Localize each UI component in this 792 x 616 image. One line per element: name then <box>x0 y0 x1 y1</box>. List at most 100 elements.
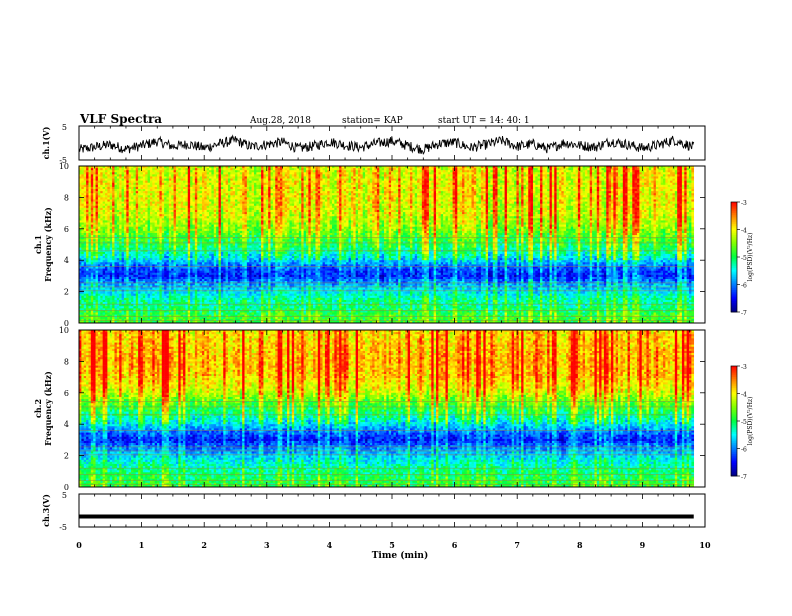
spectrogram-cell <box>460 179 463 181</box>
spectrogram-cell <box>287 199 290 201</box>
spectrogram-cell <box>535 185 538 187</box>
spectrogram-cell <box>341 199 344 201</box>
spectrogram-cell <box>339 189 342 191</box>
spectrogram-cell <box>587 174 590 176</box>
spectrogram-cell <box>509 181 512 183</box>
spectrogram-cell <box>358 172 361 174</box>
spectrogram-cell <box>145 179 148 181</box>
spectrogram-cell <box>171 170 174 172</box>
spectrogram-cell <box>497 183 500 185</box>
spectrogram-cell <box>649 193 652 195</box>
spectrogram-cell <box>266 202 269 204</box>
spectrogram-cell <box>526 168 529 170</box>
spectrogram-cell <box>479 193 482 195</box>
spectrogram-cell <box>495 202 498 204</box>
spectrogram-cell <box>351 204 354 206</box>
spectrogram-cell <box>505 174 508 176</box>
spectrogram-cell <box>691 191 694 193</box>
spectrogram-cell <box>117 174 120 176</box>
spectrogram-cell <box>630 176 633 178</box>
spectrogram-cell <box>207 195 210 197</box>
spectrogram-cell <box>256 172 259 174</box>
spectrogram-cell <box>502 168 505 170</box>
spectrogram-cell <box>299 172 302 174</box>
spectrogram-cell <box>129 168 132 170</box>
spectrogram-cell <box>382 193 385 195</box>
spectrogram-cell <box>235 172 238 174</box>
spectrogram-cell <box>500 204 503 206</box>
spectrogram-cell <box>391 189 394 191</box>
spectrogram-cell <box>306 191 309 193</box>
spectrogram-cell <box>226 179 229 181</box>
spectrogram-cell <box>441 183 444 185</box>
spectrogram-cell <box>356 168 359 170</box>
spectrogram-cell <box>103 174 106 176</box>
spectrogram-cell <box>672 189 675 191</box>
spectrogram-cell <box>445 204 448 206</box>
spectrogram-cell <box>630 172 633 174</box>
spectrogram-cell <box>346 187 349 189</box>
spectrogram-cell <box>469 174 472 176</box>
spectrogram-cell <box>159 183 162 185</box>
spectrogram-cell <box>114 174 117 176</box>
spectrogram-cell <box>533 168 536 170</box>
spectrogram-cell <box>604 195 607 197</box>
spectrogram-cell <box>467 176 470 178</box>
spectrogram-cell <box>344 174 347 176</box>
spectrogram-cell <box>431 193 434 195</box>
spectrogram-cell <box>169 170 172 172</box>
spectrogram-cell <box>493 181 496 183</box>
spectrogram-cell <box>261 185 264 187</box>
spectrogram-cell <box>360 204 363 206</box>
spectrogram-cell <box>419 187 422 189</box>
spectrogram-cell <box>401 193 404 195</box>
spectrogram-cell <box>323 187 326 189</box>
spectrogram-cell <box>467 199 470 201</box>
spectrogram-cell <box>524 204 527 206</box>
spectrogram-cell <box>112 183 115 185</box>
spectrogram-cell <box>434 193 437 195</box>
spectrogram-cell <box>687 189 690 191</box>
spectrogram-cell <box>445 197 448 199</box>
spectrogram-cell <box>545 204 548 206</box>
spectrogram-cell <box>84 191 87 193</box>
spectrogram-cell <box>370 181 373 183</box>
spectrogram-cell <box>367 202 370 204</box>
spectrogram-cell <box>152 174 155 176</box>
spectrogram-cell <box>469 193 472 195</box>
spectrogram-cell <box>661 195 664 197</box>
spectrogram-cell <box>285 187 288 189</box>
spectrogram-cell <box>396 193 399 195</box>
spectrogram-cell <box>358 195 361 197</box>
spectrogram-cell <box>294 199 297 201</box>
spectrogram-cell <box>379 179 382 181</box>
spectrogram-cell <box>157 179 160 181</box>
spectrogram-cell <box>129 204 132 206</box>
spectrogram-cell <box>266 189 269 191</box>
spectrogram-cell <box>661 187 664 189</box>
spectrogram-cell <box>583 187 586 189</box>
spectrogram-cell <box>318 183 321 185</box>
spectrogram-cell <box>691 174 694 176</box>
spectrogram-cell <box>576 183 579 185</box>
spectrogram-cell <box>521 195 524 197</box>
spectrogram-cell <box>240 183 243 185</box>
spectrogram-cell <box>202 189 205 191</box>
spectrogram-cell <box>289 195 292 197</box>
spectrogram-cell <box>341 195 344 197</box>
spectrogram-cell <box>408 179 411 181</box>
spectrogram-cell <box>129 195 132 197</box>
spectrogram-cell <box>96 195 99 197</box>
spectrogram-cell <box>542 191 545 193</box>
spectrogram-cell <box>495 195 498 197</box>
spectrogram-cell <box>363 195 366 197</box>
spectrogram-cell <box>235 193 238 195</box>
spectrogram-cell <box>488 174 491 176</box>
spectrogram-cell <box>143 172 146 174</box>
spectrogram-cell <box>441 181 444 183</box>
spectrogram-cell <box>259 189 262 191</box>
spectrogram-cell <box>200 199 203 201</box>
spectrogram-cell <box>178 176 181 178</box>
spectrogram-cell <box>639 187 642 189</box>
spectrogram-cell <box>233 193 236 195</box>
